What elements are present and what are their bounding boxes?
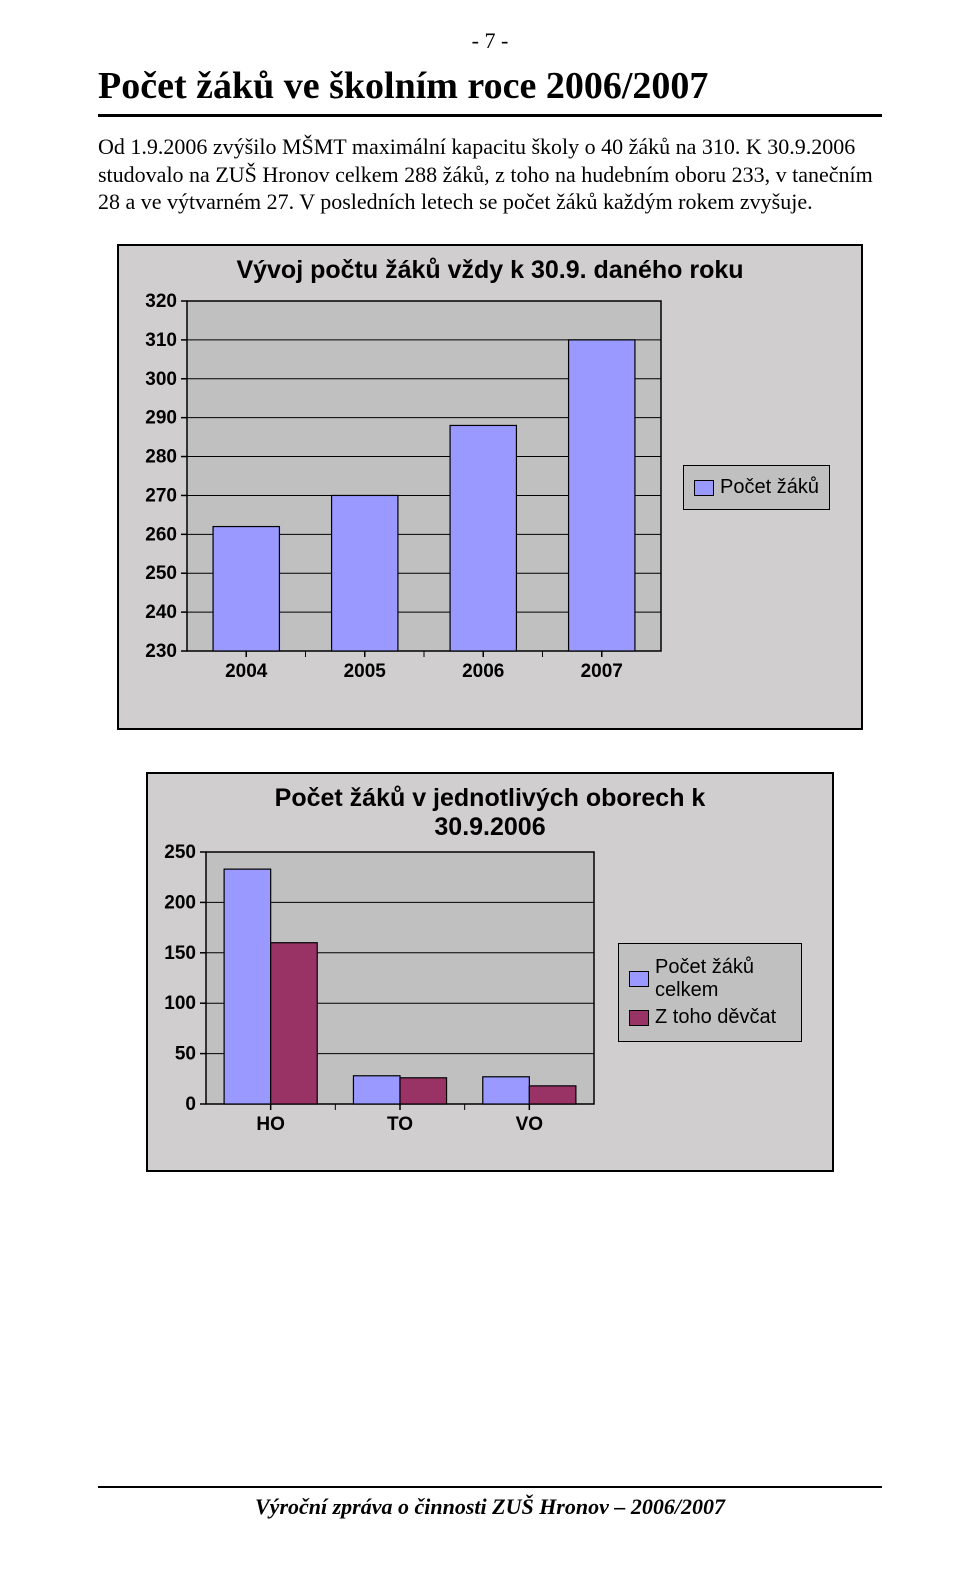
svg-text:270: 270 [145,485,177,506]
svg-text:250: 250 [145,563,177,584]
chart1-plot: 230 240 250 260 270 280 290 300 310 320 2004 2005 20… [119,285,671,691]
svg-text:200: 200 [164,892,196,913]
svg-text:2006: 2006 [462,661,504,682]
chart2-legend: Počet žáků celkem Z toho děvčat [618,943,802,1042]
svg-text:0: 0 [185,1094,196,1115]
svg-text:2005: 2005 [344,661,387,682]
legend-swatch-icon [629,1010,649,1026]
svg-text:230: 230 [145,641,177,662]
svg-text:2007: 2007 [581,661,623,682]
svg-text:100: 100 [164,993,196,1014]
legend-item: Z toho děvčat [629,1006,791,1029]
svg-text:VO: VO [516,1114,543,1135]
chart2-body: 0 50 100 150 200 250 HO TO VO Počet žáků celkem Z… [148,842,832,1144]
legend-item: Počet žáků [694,476,819,499]
chart2-plot: 0 50 100 150 200 250 HO TO VO [148,842,604,1144]
chart1-title: Vývoj počtu žáků vždy k 30.9. daného rok… [119,246,861,285]
chart-obory: Počet žáků v jednotlivých oborech k 30.9… [146,772,834,1172]
chart-vyvoj-poctu-zaku: Vývoj počtu žáků vždy k 30.9. daného rok… [117,244,863,730]
legend-label: Počet žáků celkem [655,956,791,1002]
svg-text:250: 250 [164,842,196,863]
chart1-body: 230 240 250 260 270 280 290 300 310 320 2004 2005 20… [119,285,861,691]
svg-text:2004: 2004 [225,661,268,682]
chart1-legend: Počet žáků [683,465,830,510]
svg-text:HO: HO [256,1114,285,1135]
legend-item: Počet žáků celkem [629,956,791,1002]
svg-text:290: 290 [145,407,177,428]
page: - 7 - Počet žáků ve školním roce 2006/20… [0,0,960,1578]
svg-text:320: 320 [145,291,177,312]
legend-swatch-icon [694,480,714,496]
legend-swatch-icon [629,971,649,987]
svg-text:260: 260 [145,524,177,545]
page-number: - 7 - [98,28,882,54]
svg-text:TO: TO [387,1114,413,1135]
page-title: Počet žáků ve školním roce 2006/2007 [98,64,882,117]
body-paragraph: Od 1.9.2006 zvýšilo MŠMT maximální kapac… [98,133,882,216]
svg-text:280: 280 [145,446,177,467]
chart2-title: Počet žáků v jednotlivých oborech k 30.9… [148,774,832,842]
svg-text:50: 50 [175,1043,196,1064]
legend-label: Počet žáků [720,476,819,499]
svg-text:310: 310 [145,329,177,350]
svg-text:150: 150 [164,942,196,963]
svg-text:300: 300 [145,368,177,389]
legend-label: Z toho děvčat [655,1006,776,1029]
footer: Výroční zpráva o činnosti ZUŠ Hronov – 2… [98,1486,882,1520]
svg-text:240: 240 [145,602,177,623]
